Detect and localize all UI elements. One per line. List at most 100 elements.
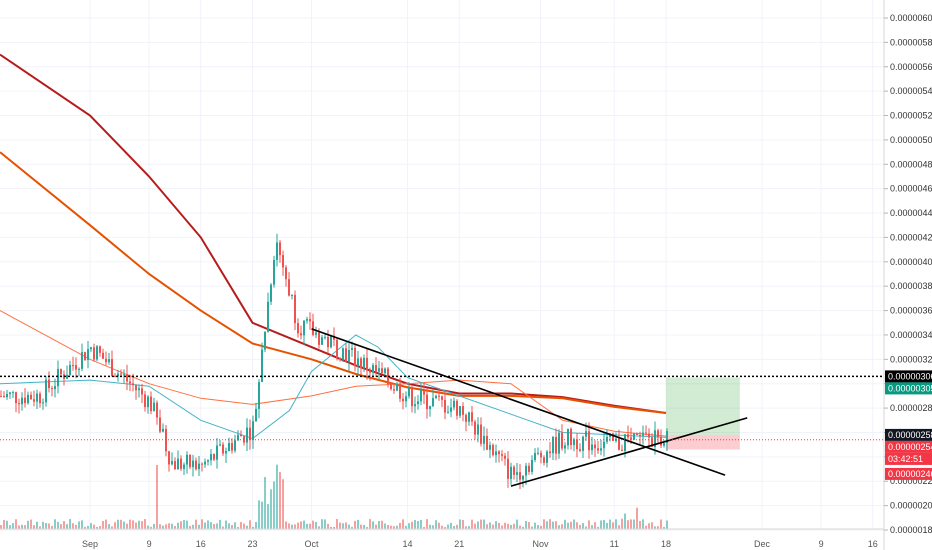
candle-body: [576, 439, 578, 450]
candle-body: [513, 466, 515, 475]
trendlines[interactable]: [311, 328, 748, 487]
candle-body: [153, 402, 155, 412]
candle-body: [228, 442, 230, 452]
candle-body: [552, 436, 554, 454]
candle-body: [507, 458, 509, 479]
candle-body: [405, 396, 407, 402]
volume-bar: [321, 519, 323, 529]
candle-body: [333, 335, 335, 340]
candle-body: [9, 392, 11, 394]
long-position-tool[interactable]: [666, 377, 740, 450]
volume-bar: [9, 525, 11, 529]
volume-bar: [300, 521, 302, 529]
candles: [0, 233, 668, 490]
volume-bar: [243, 523, 245, 529]
volume-bar: [456, 524, 458, 529]
volume-bar: [168, 523, 170, 529]
candle-body: [540, 452, 542, 458]
volume-bar: [279, 472, 281, 529]
candle-body: [51, 388, 53, 390]
x-tick-label: Dec: [754, 539, 771, 549]
volume-bar: [69, 519, 71, 529]
volume-bar: [21, 524, 23, 529]
volume-bar: [45, 523, 47, 529]
candle-body: [522, 475, 524, 480]
moving-average-line: [0, 310, 667, 437]
volume-bar: [285, 521, 287, 529]
volume-bar: [546, 521, 548, 529]
candle-body: [75, 365, 77, 370]
volume-bar: [12, 523, 14, 529]
candle-body: [279, 242, 281, 256]
candle-body: [213, 454, 215, 460]
volume-bar: [591, 525, 593, 529]
volume-bar: [282, 479, 284, 529]
volume-bar: [384, 523, 386, 529]
candle-body: [210, 454, 212, 461]
candle-body: [351, 347, 353, 350]
volume-bar: [237, 526, 239, 529]
volume-bar: [150, 526, 152, 529]
candle-body: [441, 396, 443, 400]
candle-body: [111, 359, 113, 376]
candle-body: [321, 337, 323, 345]
volume-bar: [399, 522, 401, 529]
candle-body: [285, 267, 287, 280]
volume-bar: [450, 522, 452, 529]
volume-bar: [657, 526, 659, 529]
candle-body: [141, 388, 143, 395]
candle-body: [120, 373, 122, 375]
volume-bar: [531, 526, 533, 529]
candle-body: [495, 451, 497, 456]
volume-bar: [327, 523, 329, 529]
candle-body: [486, 435, 488, 450]
x-tick-label: 14: [403, 539, 413, 549]
volume-bar: [459, 519, 461, 529]
volume-bar: [564, 519, 566, 529]
candle-body: [135, 385, 137, 391]
volume-bar: [261, 501, 263, 529]
volume-bar: [207, 520, 209, 529]
x-tick-label: 16: [868, 539, 878, 549]
candle-body: [270, 284, 272, 302]
candle-body: [324, 336, 326, 338]
candle-body: [117, 373, 119, 377]
volume-bar: [39, 526, 41, 529]
x-tick-label: 21: [454, 539, 464, 549]
x-tick-label: Nov: [532, 539, 549, 549]
volume-bar: [132, 520, 134, 529]
volume-bar: [336, 519, 338, 529]
candle-body: [171, 461, 173, 465]
candle-body: [240, 434, 242, 437]
volume-bar: [228, 523, 230, 529]
price-tag-label: 0.00000306: [888, 371, 932, 381]
candle-body: [144, 394, 146, 408]
candle-body: [447, 411, 449, 413]
volume-bar: [288, 523, 290, 529]
candle-body: [234, 440, 236, 451]
moving-averages: [0, 53, 667, 440]
candle-body: [204, 461, 206, 465]
price-tag-label: 0.00000254: [888, 442, 932, 452]
candle-body: [201, 463, 203, 465]
price-tag-label: 0.00000246: [888, 469, 932, 479]
volume-bar: [483, 519, 485, 529]
volume-bar: [27, 520, 29, 529]
volume-bar: [330, 526, 332, 529]
volume-bar: [75, 524, 77, 529]
volume-bar: [87, 525, 89, 529]
volume-bar: [357, 519, 359, 529]
volume-bar: [66, 524, 68, 529]
candle-body: [6, 393, 8, 398]
price-tags: 0.00000306 0.00000305 0.00000258 0.00000254…: [885, 370, 932, 480]
candle-body: [381, 368, 383, 374]
volume-bar: [258, 500, 260, 529]
volume-bar: [507, 523, 509, 529]
candle-body: [579, 449, 581, 451]
